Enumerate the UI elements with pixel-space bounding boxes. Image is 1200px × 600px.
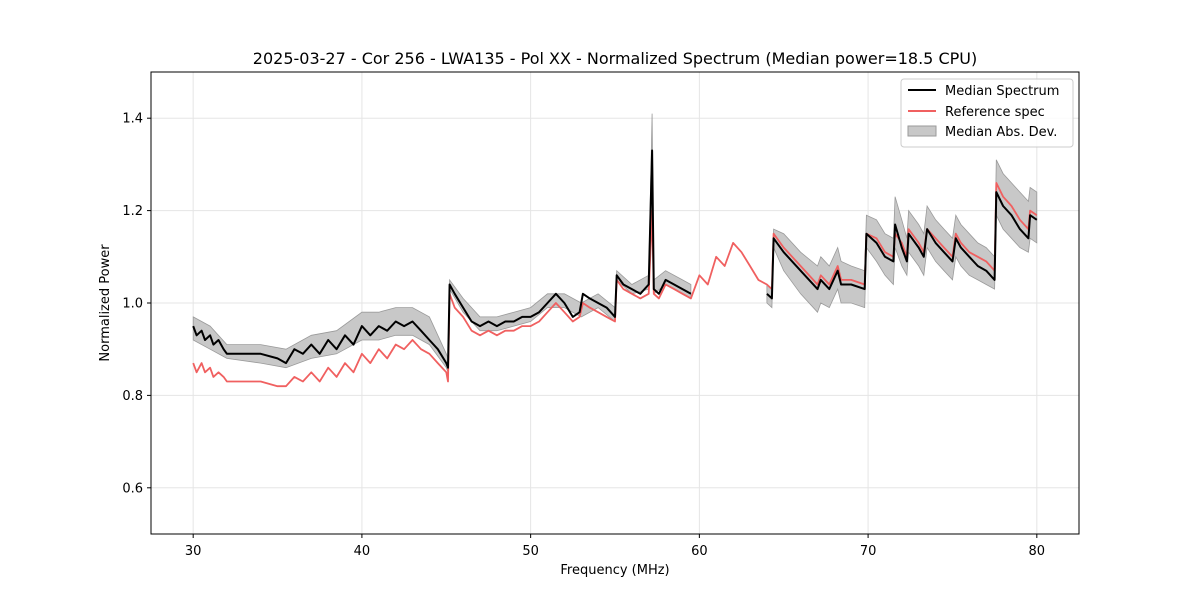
reference-line-layer <box>192 182 1038 388</box>
legend-box <box>900 78 1074 148</box>
legend-label-reference: Reference spec <box>945 105 1045 120</box>
median-spectrum-line <box>192 149 692 369</box>
y-axis-label: Normalized Power <box>98 244 113 362</box>
legend-swatch-mad <box>907 125 937 137</box>
x-tick-label: 30 <box>185 544 202 559</box>
median-spectrum-line <box>766 191 1038 300</box>
y-tick-label: 1.2 <box>122 204 143 219</box>
x-tick-label: 40 <box>354 544 371 559</box>
tick-layer: 30 40 50 60 70 80 0.6 0.8 1.0 1.2 1.4 <box>122 112 1045 559</box>
median-line-layer <box>192 149 1038 369</box>
chart-title: 2025-03-27 - Cor 256 - LWA135 - Pol XX -… <box>253 49 977 68</box>
legend-label-mad: Median Abs. Dev. <box>945 125 1057 140</box>
legend-label-median: Median Spectrum <box>945 84 1059 99</box>
y-tick-label: 1.4 <box>122 112 143 127</box>
legend: Median Spectrum Reference spec Median Ab… <box>900 78 1074 148</box>
x-tick-label: 70 <box>860 544 877 559</box>
y-tick-label: 1.0 <box>122 297 143 312</box>
x-tick-label: 60 <box>691 544 708 559</box>
x-tick-label: 80 <box>1029 544 1046 559</box>
y-tick-label: 0.8 <box>122 389 143 404</box>
x-axis-label: Frequency (MHz) <box>560 563 669 578</box>
x-tick-label: 50 <box>522 544 539 559</box>
reference-spectrum-line <box>192 182 1038 388</box>
y-tick-label: 0.6 <box>122 481 143 496</box>
